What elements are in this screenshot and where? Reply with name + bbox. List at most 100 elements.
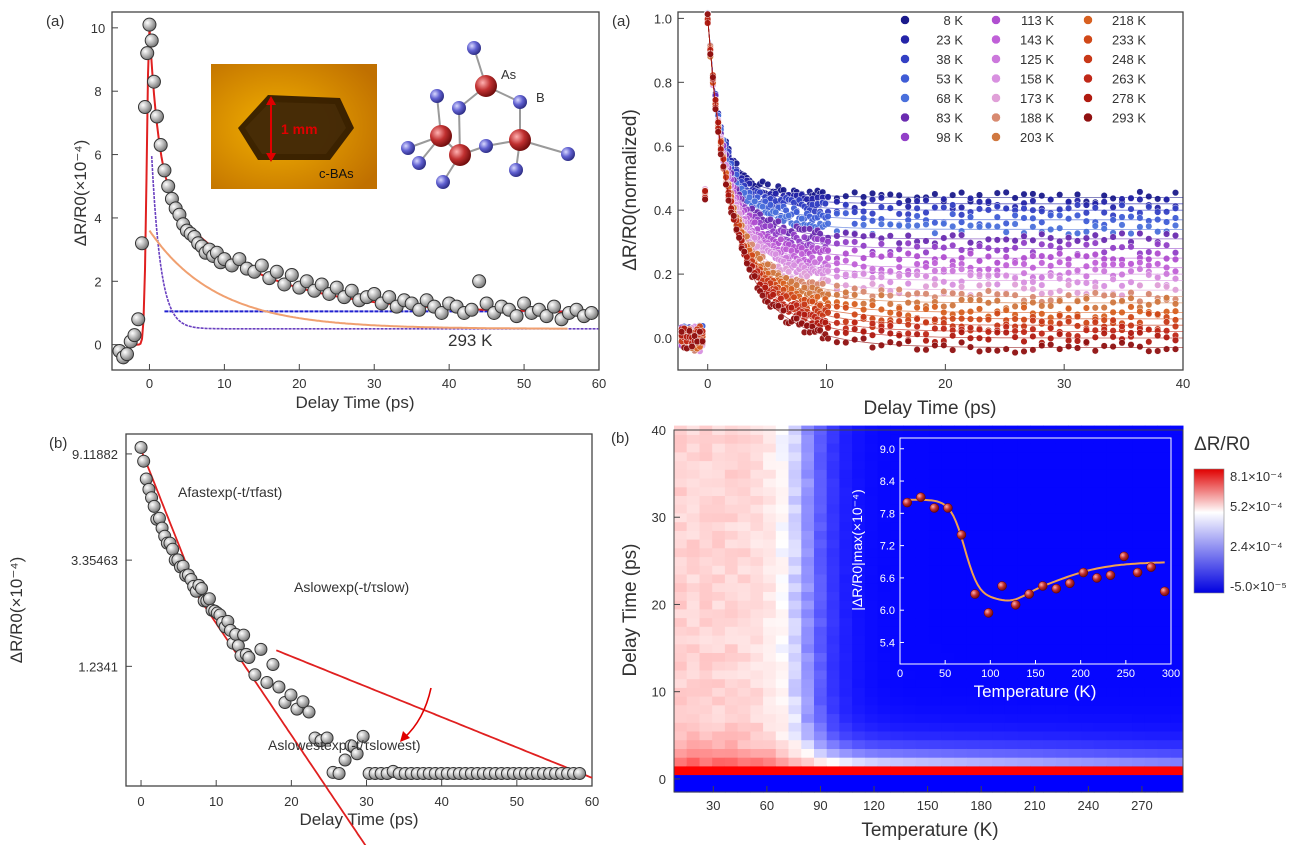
heatmap-cell	[1093, 617, 1108, 627]
heatmap-cell	[826, 582, 840, 592]
data-point	[127, 328, 142, 343]
heatmap-cell	[1043, 512, 1057, 523]
heatmap-cell	[852, 643, 866, 653]
heatmap-cell	[686, 661, 700, 671]
heatmap-cell	[1119, 608, 1133, 619]
heatmap-cell	[941, 565, 955, 575]
data-point	[1038, 192, 1046, 200]
heatmap-cell	[966, 774, 980, 784]
heatmap-cell	[903, 486, 917, 496]
data-point	[800, 233, 808, 241]
heatmap-cell	[686, 696, 700, 706]
heatmap-cell	[877, 434, 891, 444]
heatmap-cell	[801, 469, 815, 479]
heatmap-cell	[814, 687, 828, 697]
data-point	[895, 221, 903, 229]
heatmap-cell	[852, 730, 866, 741]
heatmap-cell	[737, 512, 751, 523]
series-83K	[678, 10, 1183, 350]
heatmap-cell	[941, 765, 955, 776]
heatmap-cell	[1170, 730, 1184, 741]
heatmap-cell	[915, 521, 929, 531]
legend-label: 158 K	[1020, 72, 1054, 87]
heatmap-cell	[992, 713, 1006, 723]
data-point	[793, 314, 801, 323]
heatmap-cell	[1004, 443, 1019, 453]
heatmap-cell	[966, 486, 980, 496]
heatmap-cell	[979, 765, 993, 776]
data-point	[931, 267, 939, 275]
heatmap-cell	[1144, 678, 1158, 688]
heatmap-cell	[966, 512, 980, 523]
heatmap-cell	[877, 486, 891, 496]
legend-label: 188 K	[1020, 111, 1054, 126]
heatmap-cell	[686, 469, 700, 479]
heatmap-cell	[1043, 530, 1057, 540]
data-point	[1127, 267, 1135, 275]
heatmap-cell	[763, 591, 777, 601]
heatmap-cell	[1055, 783, 1069, 793]
heatmap-cell	[699, 469, 713, 479]
heatmap-cell	[1119, 486, 1133, 496]
heatmap-cell	[903, 573, 917, 584]
heatmap-cell	[674, 556, 688, 566]
heatmap-cell	[1055, 539, 1069, 549]
heatmap-cell	[775, 530, 789, 540]
heatmap-cell	[750, 565, 764, 575]
data-point	[949, 241, 957, 249]
data-point	[877, 203, 885, 211]
data-point	[254, 642, 268, 656]
heatmap-cell	[915, 704, 929, 715]
heatmap-cell	[928, 643, 942, 653]
heatmap-cell	[1068, 547, 1082, 558]
heatmap-cell	[750, 748, 764, 758]
data-point	[958, 231, 966, 239]
heatmap-cell	[801, 565, 815, 575]
heatmap-cell	[1157, 504, 1171, 514]
heatmap-cell	[1055, 530, 1069, 540]
heatmap-cell	[788, 617, 802, 627]
data-point	[1047, 324, 1055, 332]
heatmap-cell	[1170, 469, 1184, 479]
heatmap-cell	[788, 774, 802, 784]
heatmap-cell	[864, 460, 879, 470]
heatmap-cell	[712, 521, 726, 531]
data-point	[1127, 194, 1135, 202]
heatmap-cell	[1157, 739, 1171, 749]
heatmap-cell	[1106, 652, 1120, 662]
heatmap-cell	[839, 617, 853, 627]
legend-marker	[1083, 34, 1093, 45]
heatmap-cell	[915, 556, 929, 566]
heatmap-cell	[1132, 722, 1146, 732]
arsenic-label: As	[501, 67, 517, 82]
heatmap-cell	[686, 722, 700, 732]
heatmap-cell	[1017, 512, 1031, 523]
data-point	[1002, 235, 1010, 244]
heatmap-cell	[1055, 565, 1069, 575]
data-point	[993, 328, 1001, 336]
heatmap-cell	[1106, 687, 1120, 697]
legend-label: 173 K	[1020, 91, 1054, 106]
heatmap-cell	[699, 573, 713, 584]
heatmap-cell	[1170, 486, 1184, 496]
data-point	[949, 231, 957, 239]
heatmap-cell	[737, 765, 751, 776]
heatmap-cell	[852, 443, 866, 453]
data-point	[922, 220, 930, 228]
heatmap-cell	[814, 460, 828, 470]
heatmap-cell	[763, 539, 777, 549]
data-point	[922, 263, 930, 271]
heatmap-cell	[1081, 774, 1095, 784]
heatmap-cell	[915, 713, 929, 723]
heatmap-cell	[852, 451, 866, 462]
heatmap-cell	[750, 591, 764, 601]
heatmap-cell	[763, 704, 777, 715]
heatmap-cell	[1043, 451, 1057, 462]
data-point	[1163, 283, 1171, 291]
data-point	[320, 731, 334, 745]
heatmap-cell	[1170, 704, 1184, 715]
heatmap-cell	[1106, 443, 1120, 453]
heatmap-cell	[712, 748, 726, 758]
